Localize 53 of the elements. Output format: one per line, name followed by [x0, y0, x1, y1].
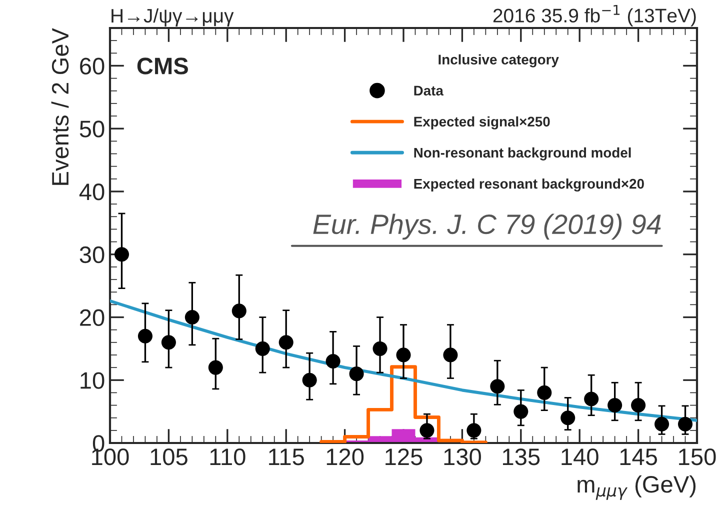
x-tick-label: 105 [150, 448, 188, 466]
point [537, 385, 552, 400]
point [326, 354, 340, 369]
y-tick-label: 40 [79, 184, 104, 200]
point [466, 423, 482, 438]
point [654, 416, 670, 432]
x-tick-label: 140 [562, 448, 598, 466]
x-tick-label: 130 [444, 448, 481, 466]
annotation: CMS [137, 58, 188, 74]
y-tick-label: 60 [80, 58, 104, 75]
point [631, 398, 646, 413]
point [608, 398, 622, 413]
point [349, 366, 364, 382]
y-tick-label: 10 [80, 372, 104, 389]
point [560, 410, 576, 426]
legend-title: Inclusive category [438, 54, 559, 68]
chart-subtitle: 2016 35.9 fb$^{−1}$ (13TeV) [493, 4, 696, 26]
annotation: Eur. Phys. J. C 79 (2019) 94 [313, 214, 661, 240]
x-axis-title: m$_{μμγ}$ (GeV) [578, 475, 696, 500]
x-tick-label: 145 [620, 448, 658, 466]
legend-label: Expected resonant background×20 [414, 178, 644, 192]
x-tick-label: 150 [679, 448, 716, 466]
point [255, 341, 270, 356]
x-tick-label: 110 [210, 448, 246, 466]
point [443, 348, 458, 362]
point [232, 304, 246, 318]
point [208, 360, 223, 375]
point [278, 335, 294, 350]
point [138, 328, 153, 344]
point [396, 348, 411, 362]
y-tick-label: 30 [80, 246, 104, 264]
chart-title: H→J/ψγ→μμγ [112, 8, 234, 26]
legend-label: Non-resonant background model [414, 147, 631, 160]
point [584, 392, 599, 406]
point [490, 379, 505, 394]
y-tick-label: 20 [80, 309, 104, 326]
y-tick-label: 50 [80, 120, 104, 138]
legend-label: Expected signal×250 [414, 116, 550, 130]
x-tick-label: 120 [326, 448, 364, 466]
point [514, 404, 528, 419]
point [302, 372, 317, 388]
point [678, 416, 693, 432]
point [114, 247, 130, 262]
x-tick-label: 115 [269, 448, 304, 466]
point [420, 423, 434, 438]
line-series [110, 299, 697, 422]
point [372, 341, 388, 356]
point [161, 335, 176, 350]
y-axis-title: Events / 2 GeV [51, 28, 69, 185]
x-tick-label: 125 [386, 448, 422, 466]
x-tick-label: 135 [503, 448, 540, 466]
point [184, 310, 200, 325]
legend-label: Data [414, 86, 444, 96]
